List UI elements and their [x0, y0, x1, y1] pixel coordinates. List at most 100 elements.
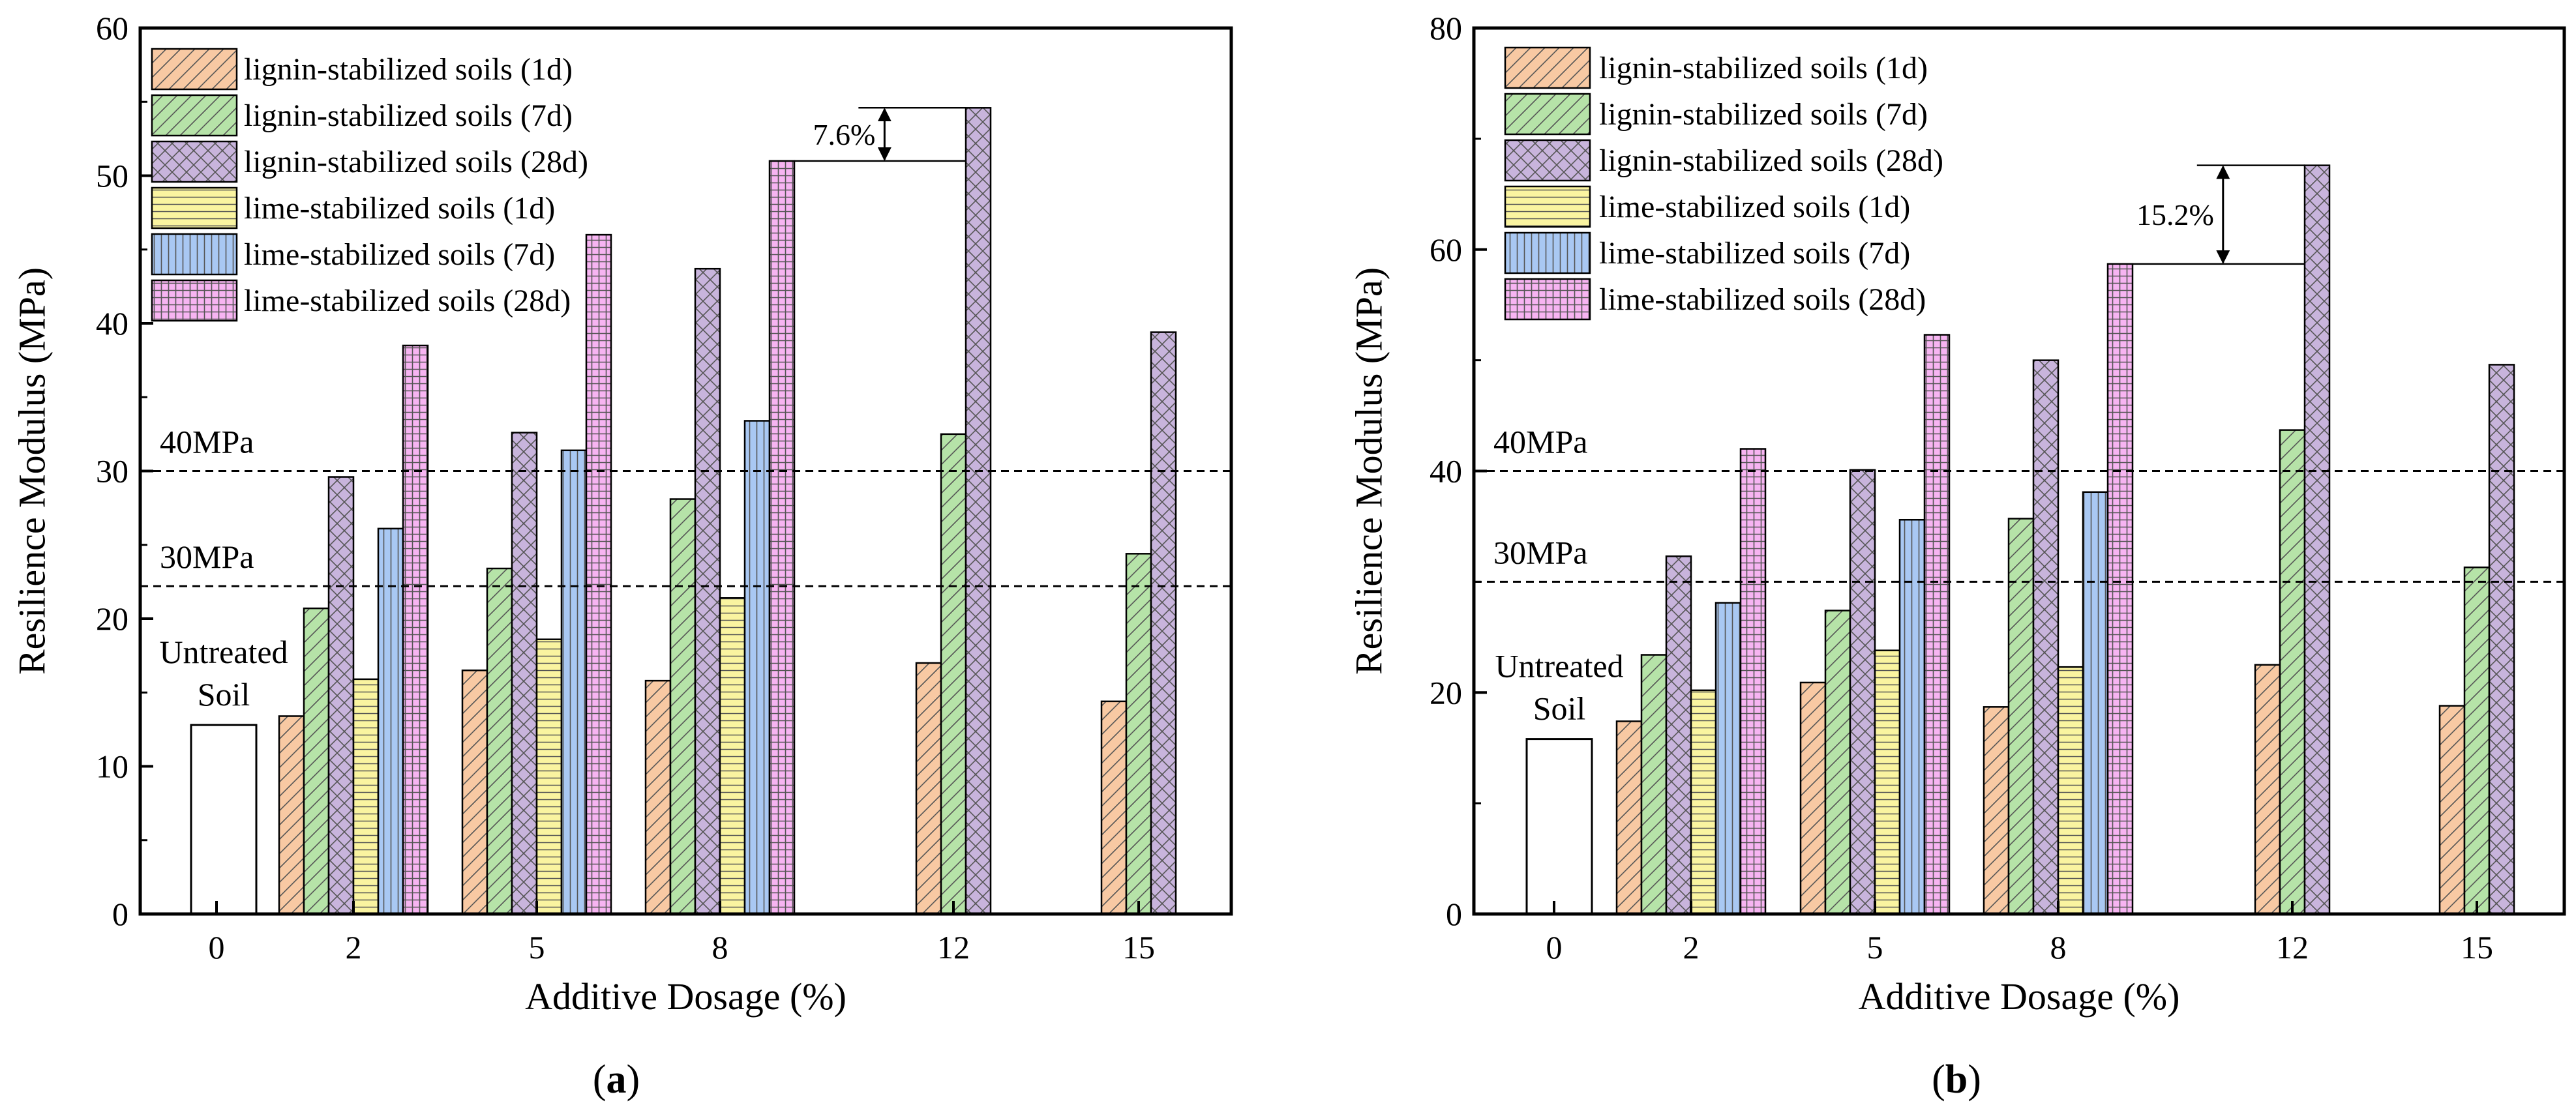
- untreated-label-line1-a: Untreated: [159, 634, 288, 670]
- bar-lignin-stabilized-soils-28d-dosage-5: [511, 432, 538, 915]
- bar-lime-stabilized-soils-1d-dosage-8: [2057, 666, 2084, 915]
- x-tick-label: 12: [937, 929, 970, 965]
- legend-label: lime-stabilized soils (28d): [244, 284, 571, 318]
- bar-lignin-stabilized-soils-7d-dosage-8: [669, 498, 696, 915]
- legend-swatch: [1504, 93, 1591, 136]
- x-tick-label: 15: [2461, 929, 2493, 965]
- y-axis-a: 0 10 20 30 40 50 60: [96, 10, 153, 932]
- bar-lignin-stabilized-soils-7d-dosage-12: [2279, 429, 2306, 915]
- x-tick-label: 2: [346, 929, 362, 965]
- legend-label: lignin-stabilized soils (7d): [1599, 97, 1928, 132]
- legend-swatch: [1504, 139, 1591, 182]
- bar-lignin-stabilized-soils-1d-dosage-15: [2438, 705, 2466, 915]
- legend-swatch: [151, 140, 238, 183]
- y-axis-title-a: Resilience Modulus (MPa): [10, 267, 53, 675]
- bar-lignin-stabilized-soils-1d-dosage-15: [1100, 700, 1128, 915]
- bar-lignin-stabilized-soils-28d-dosage-12: [965, 107, 992, 915]
- panel-caption-a: (a): [593, 1057, 640, 1102]
- reference-lines-b: 40MPa 30MPa: [1474, 424, 2564, 583]
- panel-caption-b: (b): [1932, 1057, 1981, 1102]
- bar-lignin-stabilized-soils-28d-dosage-15: [1150, 331, 1177, 915]
- bar-lime-stabilized-soils-7d-dosage-5: [1898, 518, 1926, 915]
- bar-lignin-stabilized-soils-1d-dosage-12: [2254, 664, 2281, 915]
- bar-lime-stabilized-soils-7d-dosage-2: [377, 527, 404, 915]
- x-tick-label: 5: [529, 929, 545, 965]
- bar-lignin-stabilized-soils-7d-dosage-2: [303, 607, 330, 915]
- bar-untreated-soil: [190, 724, 258, 915]
- increase-annotation-b: 15.2%: [2133, 164, 2305, 265]
- bar-lignin-stabilized-soils-1d-dosage-2: [278, 715, 305, 915]
- x-axis-title-b: Additive Dosage (%): [1859, 975, 2180, 1018]
- legend-swatch: [151, 186, 238, 229]
- reference-line-label-30mpa: 30MPa: [160, 538, 254, 575]
- legend-swatch: [151, 279, 238, 322]
- bar-lignin-stabilized-soils-28d-dosage-15: [2488, 364, 2515, 915]
- untreated-soil-a: Untreated Soil: [159, 634, 288, 713]
- legend-label: lignin-stabilized soils (28d): [244, 145, 588, 179]
- reference-line-label-40mpa: 40MPa: [160, 424, 254, 460]
- legend-swatch: [151, 233, 238, 276]
- legend-label: lime-stabilized soils (7d): [244, 237, 555, 272]
- reference-line-label-30mpa: 30MPa: [1493, 534, 1587, 570]
- bar-lignin-stabilized-soils-28d-dosage-2: [327, 476, 355, 915]
- bar-lime-stabilized-soils-1d-dosage-8: [719, 597, 746, 915]
- legend-label: lignin-stabilized soils (1d): [244, 52, 573, 87]
- y-tick-label: 30: [96, 453, 128, 490]
- legend-swatch: [1504, 231, 1591, 274]
- bar-lime-stabilized-soils-28d-dosage-8: [768, 160, 796, 915]
- bar-lignin-stabilized-soils-28d-dosage-12: [2303, 164, 2331, 915]
- bar-lignin-stabilized-soils-28d-dosage-8: [694, 267, 721, 915]
- legend-swatch: [1504, 278, 1591, 321]
- reference-line-label-40mpa: 40MPa: [1493, 424, 1587, 460]
- increase-annotation-a: 7.6%: [794, 107, 966, 162]
- untreated-soil-b: Untreated Soil: [1495, 648, 1623, 727]
- legend-swatch: [151, 48, 238, 91]
- bar-lime-stabilized-soils-1d-dosage-2: [352, 678, 380, 915]
- bar-lignin-stabilized-soils-1d-dosage-5: [1799, 681, 1827, 915]
- x-axis-title-a: Additive Dosage (%): [525, 975, 846, 1018]
- x-tick-label: 12: [2276, 929, 2309, 965]
- increase-annotation-label-b: 15.2%: [2136, 198, 2214, 231]
- y-tick-label: 0: [112, 896, 128, 932]
- bar-lignin-stabilized-soils-1d-dosage-12: [915, 662, 942, 915]
- legend-label: lime-stabilized soils (1d): [244, 191, 555, 226]
- chart-panel-b: 40MPa 30MPa 0 20 40 60 80 0 2 5 8 12 15 Resilience…: [1347, 10, 2566, 1102]
- bar-lime-stabilized-soils-7d-dosage-2: [1715, 602, 1742, 915]
- bar-lignin-stabilized-soils-28d-dosage-5: [1849, 469, 1876, 915]
- bar-lignin-stabilized-soils-1d-dosage-5: [461, 670, 488, 915]
- bar-lignin-stabilized-soils-28d-dosage-8: [2032, 359, 2059, 915]
- bar-untreated-soil: [1525, 738, 1593, 915]
- bar-lime-stabilized-soils-28d-dosage-8: [2106, 263, 2134, 915]
- x-axis-b: 0 2 5 8 12 15: [1546, 901, 2493, 965]
- bars-group-b: [1525, 164, 2515, 915]
- bar-lignin-stabilized-soils-7d-dosage-15: [2463, 567, 2491, 915]
- legend-swatch: [151, 94, 238, 137]
- legend-swatch: [1504, 185, 1591, 228]
- legend-b: lignin-stabilized soils (1d) lignin-stabi…: [1504, 46, 1943, 321]
- bar-lime-stabilized-soils-28d-dosage-5: [1923, 334, 1951, 915]
- y-tick-label: 40: [1430, 453, 1462, 490]
- legend-label: lime-stabilized soils (28d): [1599, 282, 1926, 317]
- legend-label: lignin-stabilized soils (1d): [1599, 51, 1928, 85]
- bar-lime-stabilized-soils-28d-dosage-2: [402, 344, 429, 915]
- y-tick-label: 40: [96, 305, 128, 342]
- bar-lignin-stabilized-soils-7d-dosage-2: [1640, 654, 1668, 915]
- increase-annotation-label-a: 7.6%: [813, 118, 876, 151]
- x-tick-label: 0: [1546, 929, 1563, 965]
- bars-group-a: [190, 107, 1177, 915]
- legend-a: lignin-stabilized soils (1d) lignin-stabi…: [151, 48, 588, 322]
- bar-lignin-stabilized-soils-28d-dosage-2: [1665, 555, 1692, 915]
- x-tick-label: 2: [1683, 929, 1700, 965]
- bar-lime-stabilized-soils-7d-dosage-8: [743, 420, 771, 915]
- legend-label: lignin-stabilized soils (7d): [244, 98, 573, 133]
- x-tick-label: 5: [1867, 929, 1883, 965]
- y-axis-title-b: Resilience Modulus (MPa): [1347, 267, 1390, 675]
- legend-label: lime-stabilized soils (7d): [1599, 236, 1910, 271]
- untreated-label-line2-a: Soil: [198, 676, 250, 713]
- y-tick-label: 60: [1430, 231, 1462, 268]
- y-tick-label: 20: [1430, 674, 1462, 711]
- bar-lime-stabilized-soils-7d-dosage-5: [560, 449, 588, 915]
- bar-lime-stabilized-soils-28d-dosage-5: [585, 233, 612, 915]
